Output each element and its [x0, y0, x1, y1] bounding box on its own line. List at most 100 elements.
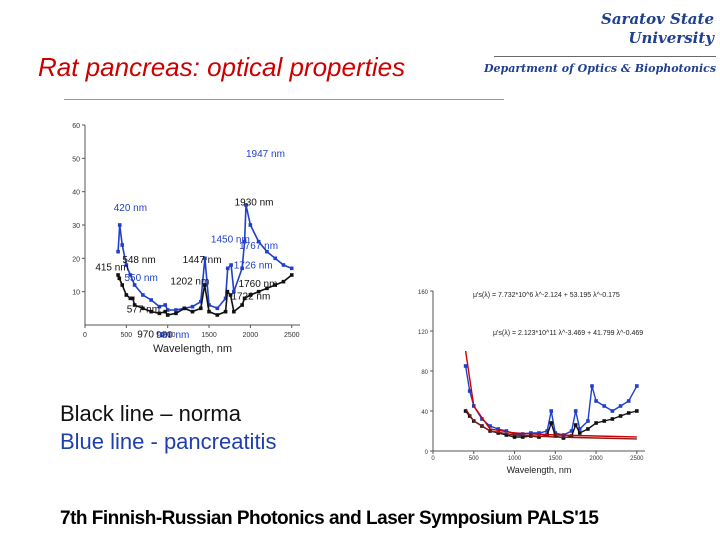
data-point: [116, 273, 120, 277]
y-tick-label: 20: [72, 256, 80, 263]
university-divider: [494, 56, 716, 57]
data-point: [128, 296, 133, 301]
data-point: [242, 296, 247, 301]
x-tick-label: 0: [431, 456, 435, 462]
data-point: [561, 436, 566, 440]
data-point: [229, 263, 233, 267]
data-point: [215, 313, 220, 317]
data-point: [586, 427, 590, 431]
data-point: [467, 389, 472, 393]
data-point: [132, 303, 137, 307]
data-point: [141, 306, 145, 311]
x-tick-label: 2000: [589, 456, 603, 462]
data-point: [163, 303, 168, 307]
data-point: [198, 299, 203, 304]
legend-normal: Black line – norma: [60, 401, 241, 426]
data-point: [553, 431, 558, 435]
data-point: [244, 203, 248, 207]
data-point: [132, 283, 137, 287]
data-point: [496, 427, 501, 431]
y-tick-label: 80: [421, 370, 428, 376]
data-point: [289, 273, 294, 277]
data-point: [242, 239, 247, 244]
data-point: [165, 313, 170, 317]
data-point: [289, 266, 294, 271]
y-tick-label: 60: [72, 123, 80, 130]
conference-footer: 7th Finnish-Russian Photonics and Laser …: [60, 508, 599, 529]
y-tick-label: 30: [72, 223, 80, 230]
data-point: [202, 283, 207, 287]
data-point: [225, 266, 230, 271]
university-line-1: Saratov State: [601, 10, 714, 28]
data-point: [586, 419, 590, 423]
data-point: [512, 432, 517, 436]
data-point: [463, 409, 468, 413]
annotation-label: 550 nm: [124, 273, 157, 284]
data-point: [594, 421, 598, 425]
data-point: [223, 296, 228, 301]
annotation-label: 1760 nm: [239, 279, 278, 290]
annotation-label: 420 nm: [114, 203, 147, 214]
x-tick-label: 500: [469, 456, 480, 462]
data-point: [577, 427, 582, 431]
annotation-label: 1767 nm: [239, 241, 278, 252]
data-point: [207, 309, 211, 314]
x-tick-label: 2500: [630, 456, 644, 462]
data-point: [273, 256, 277, 261]
data-point: [141, 293, 145, 297]
data-point: [488, 424, 492, 428]
data-point: [248, 293, 253, 297]
university-line-2: University: [628, 29, 714, 47]
annotation-label: 1722 nm: [231, 292, 270, 303]
x-tick-label: 1500: [201, 332, 217, 339]
data-point: [215, 306, 220, 311]
y-tick-label: 40: [72, 190, 80, 197]
university-name: Saratov State University: [601, 10, 714, 48]
y-tick-label: 0: [425, 450, 429, 456]
data-point: [120, 283, 125, 287]
x-tick-label: 1000: [160, 332, 176, 339]
annotation-label: 415 nm: [95, 262, 128, 273]
data-point: [549, 409, 554, 413]
data-point: [610, 417, 615, 421]
data-point: [281, 279, 286, 284]
data-point: [577, 431, 582, 435]
legend: Black line – norma Blue line - pancreati…: [60, 400, 276, 456]
data-point: [157, 304, 162, 309]
data-point: [626, 399, 631, 403]
data-point: [128, 273, 133, 277]
data-point: [618, 414, 623, 418]
data-point: [124, 263, 129, 267]
data-point: [626, 411, 631, 415]
data-point: [529, 431, 533, 435]
legend-pancreatitis: Blue line - pancreatitis: [60, 429, 277, 454]
x-tick-label: 1000: [508, 456, 522, 462]
data-point: [553, 434, 558, 438]
data-point: [594, 399, 598, 403]
y-tick-label: 40: [421, 410, 428, 416]
data-point: [198, 306, 203, 311]
data-point: [240, 303, 244, 307]
formula-label: μ's(λ) = 2.123*10^11 λ^-3.469 + 41.799 λ…: [493, 330, 643, 337]
data-point: [190, 304, 195, 309]
data-point: [512, 435, 517, 439]
annotation-label: 1202 nm: [170, 276, 209, 287]
data-point: [174, 311, 178, 316]
annotation-label: 548 nm: [122, 255, 155, 266]
title-divider: [64, 99, 504, 100]
data-point: [537, 431, 541, 435]
data-point: [232, 289, 236, 294]
y-tick-label: 10: [72, 290, 80, 297]
annotation-label: 577 nm: [127, 304, 160, 315]
x-tick-label: 2500: [284, 332, 300, 339]
chart-absorption: 0 500 1000 1500 2000 2500 10 20 30 40 50 60 Waveleng…: [72, 123, 300, 355]
data-point: [573, 423, 578, 427]
data-point: [590, 384, 594, 388]
department-name: Department of Optics & Biophotonics: [484, 62, 717, 75]
y-tick-label: 120: [418, 330, 429, 336]
data-point: [120, 243, 125, 247]
data-point: [273, 283, 277, 287]
x-tick-label: 0: [83, 332, 87, 339]
series-line: [465, 408, 637, 440]
x-tick-label: 1500: [549, 456, 563, 462]
